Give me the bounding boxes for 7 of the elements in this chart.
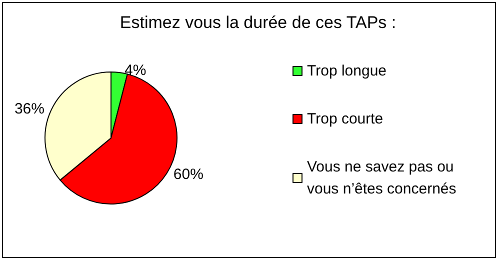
legend-label: Trop longue [307, 62, 386, 80]
chart-title: Estimez vous la durée de ces TAPs : [120, 13, 396, 32]
data-label: 4% [124, 62, 146, 80]
data-label: 36% [14, 100, 44, 118]
legend-label: Trop courte [307, 110, 384, 128]
data-label: 60% [173, 166, 204, 183]
legend-label: Vous ne savez pas ou vous n’êtes concernés [307, 158, 458, 198]
